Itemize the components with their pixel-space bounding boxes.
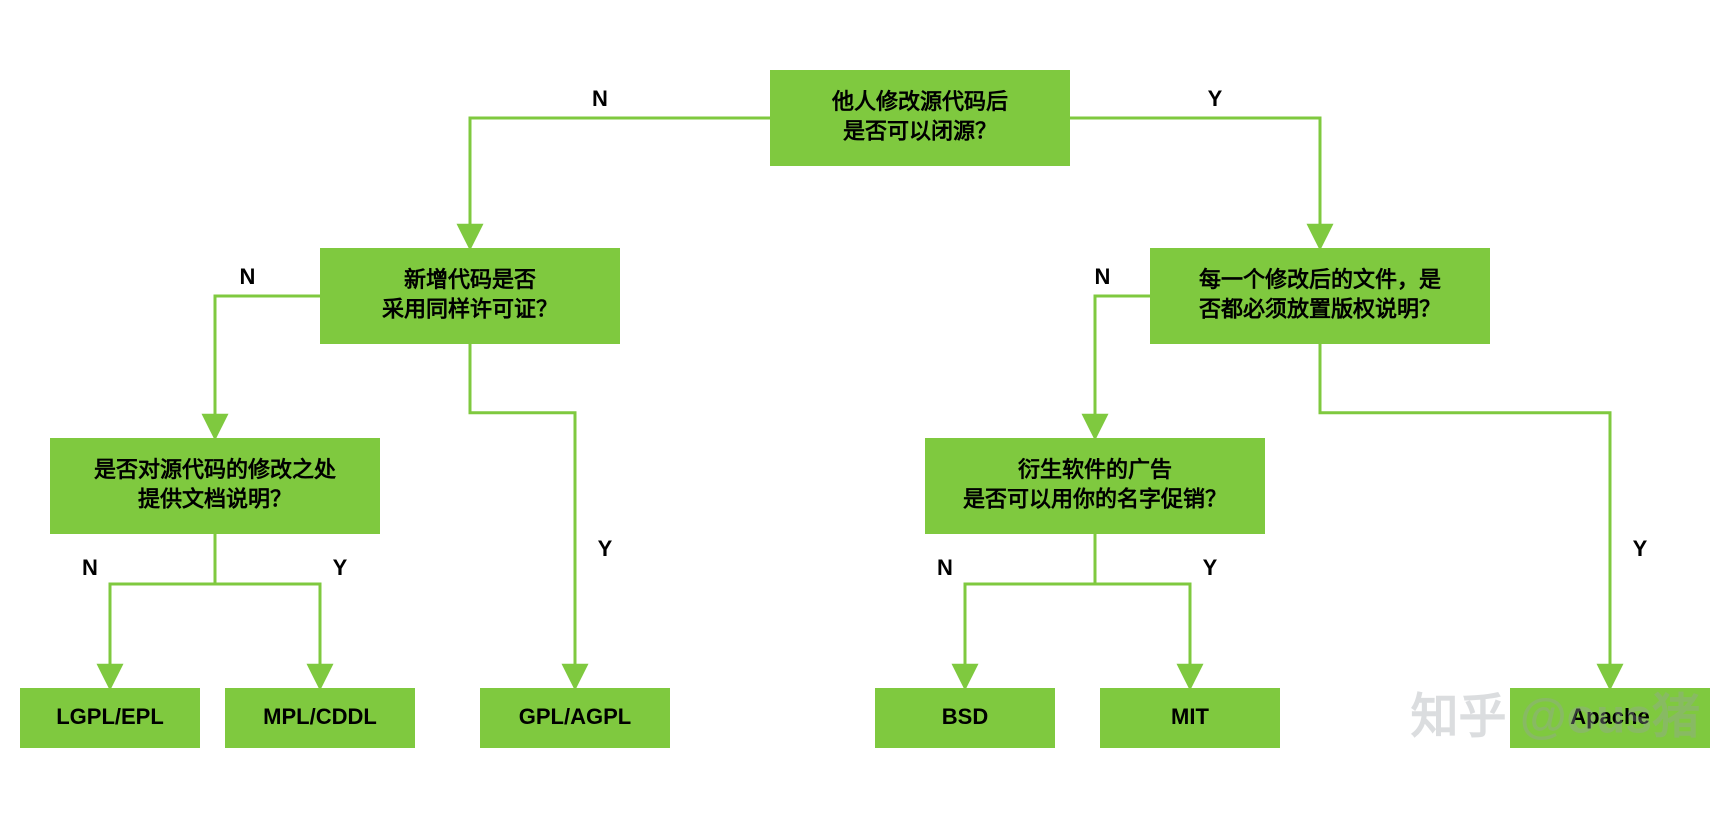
node-text-q_ll-line0: 是否对源代码的修改之处 bbox=[94, 457, 336, 482]
node-q_left: 新增代码是否采用同样许可证？ bbox=[320, 248, 620, 344]
license-flowchart: N Y N Y N Y N Y N Y 他人修改源代码后是否可以闭源？ 新增代码是否采用同样许可证？ 每… bbox=[0, 0, 1729, 829]
node-text-leaf_mpl-line0: MPL/CDDL bbox=[263, 704, 377, 729]
edge-label-q_rl-leaf_mit: Y bbox=[1203, 555, 1218, 580]
node-leaf_bsd: BSD bbox=[875, 688, 1055, 748]
node-q_right: 每一个修改后的文件，是否都必须放置版权说明？ bbox=[1150, 248, 1490, 344]
edge-label-q_ll-leaf_lgpl: N bbox=[82, 555, 98, 580]
node-text-root-line0: 他人修改源代码后 bbox=[831, 89, 1008, 114]
node-text-leaf_mit-line0: MIT bbox=[1171, 704, 1209, 729]
node-leaf_lgpl: LGPL/EPL bbox=[20, 688, 200, 748]
node-text-q_left-line1: 采用同样许可证？ bbox=[382, 297, 558, 322]
node-text-root-line1: 是否可以闭源？ bbox=[843, 119, 997, 144]
edge-label-root-q_right: Y bbox=[1208, 86, 1223, 111]
node-q_rl: 衍生软件的广告是否可以用你的名字促销？ bbox=[925, 438, 1265, 534]
edge-q_rl-leaf_mit bbox=[1095, 534, 1190, 688]
node-text-leaf_gpl-line0: GPL/AGPL bbox=[519, 704, 631, 729]
edge-q_rl-leaf_bsd bbox=[965, 534, 1095, 688]
edge-root-q_right bbox=[1070, 118, 1320, 248]
node-q_ll: 是否对源代码的修改之处提供文档说明？ bbox=[50, 438, 380, 534]
node-text-q_rl-line1: 是否可以用你的名字促销？ bbox=[963, 487, 1227, 512]
edge-q_left-leaf_gpl bbox=[470, 344, 575, 688]
node-text-leaf_bsd-line0: BSD bbox=[942, 704, 988, 729]
node-root: 他人修改源代码后是否可以闭源？ bbox=[770, 70, 1070, 166]
node-text-q_left-line0: 新增代码是否 bbox=[404, 267, 536, 292]
node-text-q_rl-line0: 衍生软件的广告 bbox=[1018, 457, 1172, 482]
edge-label-q_rl-leaf_bsd: N bbox=[937, 555, 953, 580]
node-text-leaf_lgpl-line0: LGPL/EPL bbox=[56, 704, 164, 729]
edge-label-q_left-q_ll: N bbox=[240, 264, 256, 289]
edge-q_ll-leaf_mpl bbox=[215, 534, 320, 688]
edge-label-q_left-leaf_gpl: Y bbox=[598, 536, 613, 561]
edge-q_right-leaf_apache bbox=[1320, 344, 1610, 688]
nodes: 他人修改源代码后是否可以闭源？ 新增代码是否采用同样许可证？ 每一个修改后的文件，是… bbox=[20, 70, 1710, 748]
edge-label-q_right-q_rl: N bbox=[1095, 264, 1111, 289]
edge-root-q_left bbox=[470, 118, 770, 248]
node-leaf_gpl: GPL/AGPL bbox=[480, 688, 670, 748]
edge-q_ll-leaf_lgpl bbox=[110, 534, 215, 688]
edge-q_left-q_ll bbox=[215, 296, 320, 438]
node-text-q_ll-line1: 提供文档说明？ bbox=[138, 487, 292, 512]
node-text-q_right-line0: 每一个修改后的文件，是 bbox=[1199, 267, 1441, 292]
node-leaf_mpl: MPL/CDDL bbox=[225, 688, 415, 748]
edge-label-root-q_left: N bbox=[592, 86, 608, 111]
node-leaf_mit: MIT bbox=[1100, 688, 1280, 748]
edges: N Y N Y N Y N Y N Y bbox=[82, 86, 1648, 688]
edge-label-q_ll-leaf_mpl: Y bbox=[333, 555, 348, 580]
edge-label-q_right-leaf_apache: Y bbox=[1633, 536, 1648, 561]
watermark: 知乎 @ous猪 bbox=[1411, 691, 1700, 744]
node-text-q_right-line1: 否都必须放置版权说明？ bbox=[1198, 297, 1441, 322]
edge-q_right-q_rl bbox=[1095, 296, 1150, 438]
